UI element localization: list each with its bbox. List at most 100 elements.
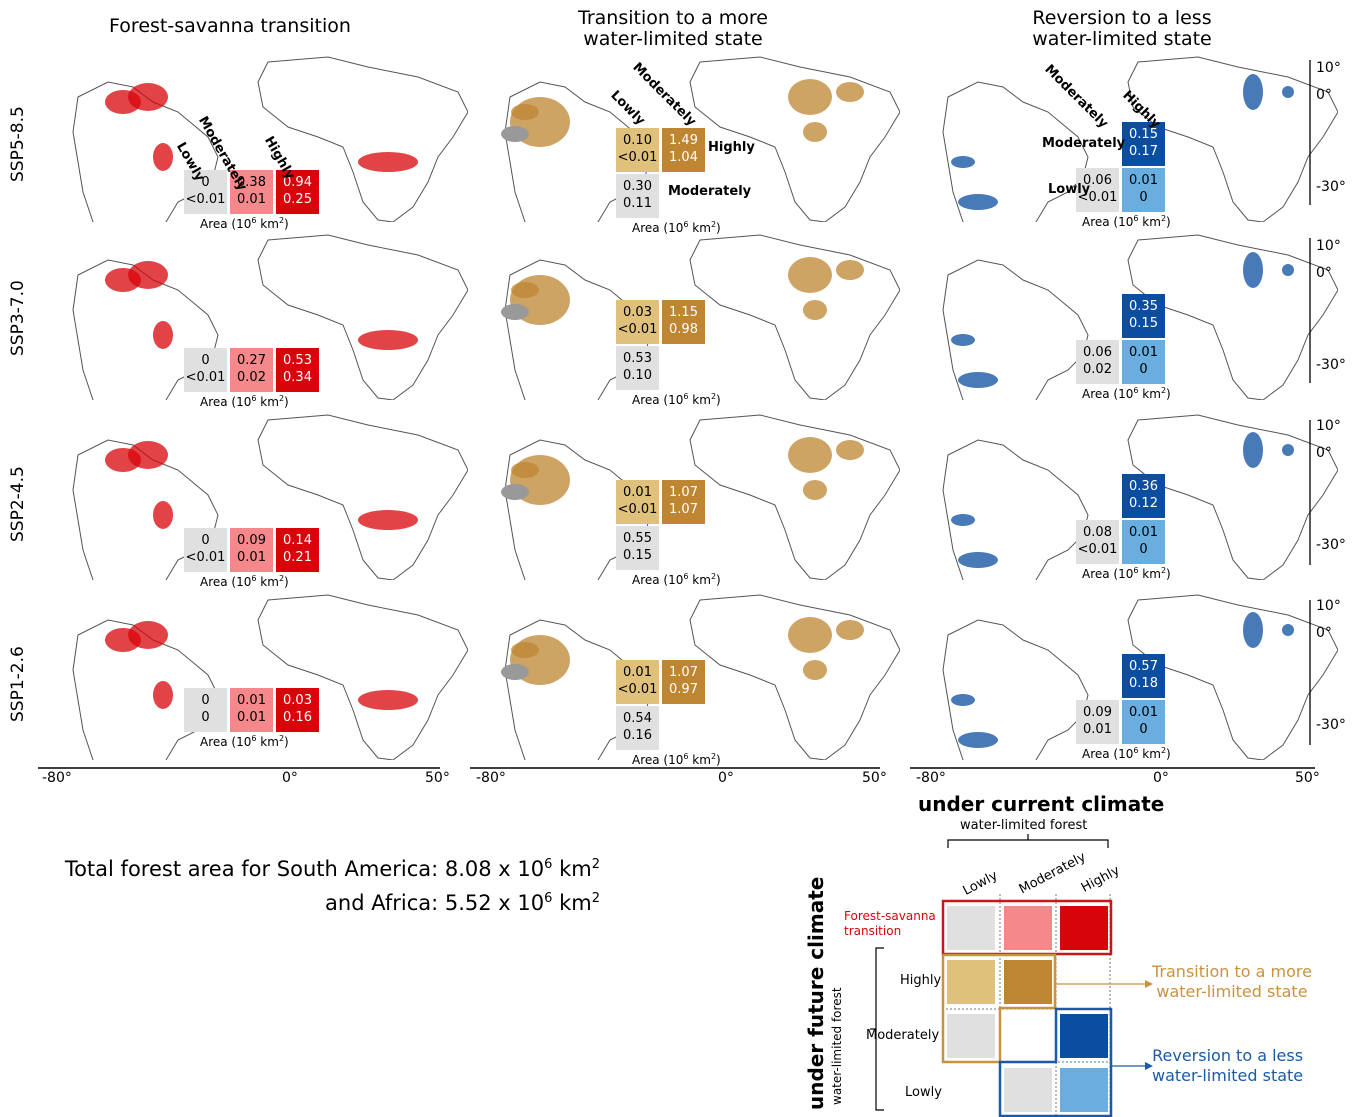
cell-value: 0.18 — [1129, 676, 1158, 691]
cell-highly-moderately: 1.07 0.97 — [662, 660, 705, 704]
change-region — [951, 694, 975, 706]
cell-moderately-highly: 0.57 0.18 — [1122, 654, 1165, 698]
lat-tick-label: -30° — [1316, 357, 1346, 373]
cell-value: 0.97 — [669, 682, 698, 697]
change-region — [788, 257, 832, 293]
cell-value: <0.01 — [185, 192, 226, 207]
cell-value: 0.57 — [1129, 659, 1158, 674]
area-text: Area (10 — [632, 393, 684, 407]
area-exp: 6 — [683, 752, 689, 761]
change-region — [958, 552, 998, 568]
x-tick-3-0: 0° — [1153, 770, 1169, 786]
area-unit-label: Area (106 km2) — [1082, 214, 1171, 229]
area-text: Area (10 — [200, 735, 252, 749]
area-unit-label: Area (106 km2) — [1082, 386, 1171, 401]
cell-value: 0.15 — [1129, 127, 1158, 142]
x-tick-3-50: 50° — [1295, 770, 1320, 786]
map-outline — [72, 56, 468, 222]
change-region — [836, 260, 864, 280]
change-region — [788, 79, 832, 115]
africa-outline — [257, 594, 468, 760]
area-unit-label: Area (106 km2) — [200, 394, 289, 409]
area-unit: km — [256, 735, 279, 749]
cell-value: 0.01 — [1129, 705, 1158, 720]
cell-highly: 0.14 0.21 — [276, 528, 319, 572]
area-exp: 6 — [251, 394, 257, 403]
legend-diagram: under current climate water-limited fore… — [790, 790, 1350, 1117]
change-region — [1243, 612, 1263, 648]
legend-rl-line2: water-limited state — [1152, 1066, 1304, 1085]
area-exp2: 2 — [278, 574, 285, 583]
area-close: ) — [1166, 747, 1171, 761]
area-close: ) — [716, 221, 721, 235]
change-region — [153, 143, 173, 171]
cell-moderately: 0.01 0.01 — [230, 688, 273, 732]
cell-highly: 0.53 0.34 — [276, 348, 319, 392]
map-outline — [72, 414, 468, 580]
area-exp2: 2 — [278, 734, 285, 743]
change-region — [1282, 624, 1294, 636]
total-text: Total forest area for South America: 8.0… — [64, 857, 545, 881]
map-panel: 0 <0.01 0.38 0.01 0.94 0.25 Area (106 km2) Lowl… — [38, 52, 468, 231]
lat-tick-label: 0° — [1316, 87, 1332, 103]
legend-tm-label: Transition to a more water-limited state — [1152, 962, 1312, 1002]
map-outline — [501, 414, 900, 580]
grey-region — [501, 664, 529, 680]
cell-value: 0 — [201, 353, 210, 368]
cell-value: 0.01 — [237, 710, 266, 725]
cell-lowly-highly: 0.01 0 — [1122, 700, 1165, 744]
area-exp: 6 — [1133, 214, 1139, 223]
cell-value: 1.49 — [669, 133, 698, 148]
cell-value: 0 — [1139, 722, 1148, 737]
map-panel: 0.36 0.12 0.08 <0.01 0.01 0 Area (106 km2) — [908, 410, 1338, 581]
area-exp: 6 — [251, 216, 257, 225]
area-unit-label: Area (106 km2) — [1082, 566, 1171, 581]
area-unit: km — [1138, 387, 1161, 401]
change-region — [803, 122, 827, 142]
cell-moderately-lowly: 0.53 0.10 — [616, 346, 659, 390]
legend-rl-label: Reversion to a less water-limited state — [1152, 1046, 1303, 1086]
area-text: Area (10 — [200, 395, 252, 409]
x-tick-1-m80: -80° — [42, 770, 72, 786]
lat-tick-label: 10° — [1316, 598, 1341, 614]
cell-value: <0.01 — [617, 150, 658, 165]
cell-value: 0.38 — [237, 175, 266, 190]
lat-tick-label: -30° — [1316, 717, 1346, 733]
change-region — [803, 480, 827, 500]
area-text: Area (10 — [200, 575, 252, 589]
cell-value: 0.54 — [623, 711, 652, 726]
legend-row-highly: Highly — [900, 973, 942, 988]
header-lowly-row: Lowly — [1048, 182, 1091, 197]
total-area-text: Total forest area for South America: 8.0… — [40, 850, 600, 918]
cell-value: 0 — [201, 175, 210, 190]
legend-fs-line1: Forest-savanna — [844, 909, 936, 923]
column-title-less-water-limited: Reversion to a less water-limited state — [962, 8, 1282, 50]
grey-region — [501, 126, 529, 142]
total-exp: 6 — [544, 891, 553, 906]
cell-value: 0.21 — [283, 550, 312, 565]
cell-value: 0 — [1139, 542, 1148, 557]
scenario-text: SSP5-8.5 — [8, 106, 28, 182]
area-close: ) — [284, 575, 289, 589]
cell-moderately-highly: 0.36 0.12 — [1122, 474, 1165, 518]
africa-outline — [689, 56, 900, 222]
area-close: ) — [716, 753, 721, 767]
cell-value: <0.01 — [617, 682, 658, 697]
cell-moderately: 0.09 0.01 — [230, 528, 273, 572]
area-unit-label: Area (106 km2) — [200, 734, 289, 749]
area-unit-label: Area (106 km2) — [632, 220, 721, 235]
total-unit: km — [552, 891, 592, 915]
area-text: Area (10 — [200, 217, 252, 231]
cell-value: 0.09 — [1083, 705, 1112, 720]
cell-moderately-highly: 0.35 0.15 — [1122, 294, 1165, 338]
change-region — [803, 300, 827, 320]
cell-value: <0.01 — [1077, 542, 1118, 557]
south-america-outline — [72, 81, 219, 222]
cell-lowly-moderately: 0.06 <0.01 — [1076, 168, 1119, 212]
cell-value: 1.07 — [669, 502, 698, 517]
x-tick-2-50: 50° — [862, 770, 887, 786]
cell-lowly-moderately: 0.06 0.02 — [1076, 340, 1119, 384]
area-close: ) — [1166, 567, 1171, 581]
africa-outline — [689, 234, 900, 400]
map-outline — [501, 56, 900, 222]
